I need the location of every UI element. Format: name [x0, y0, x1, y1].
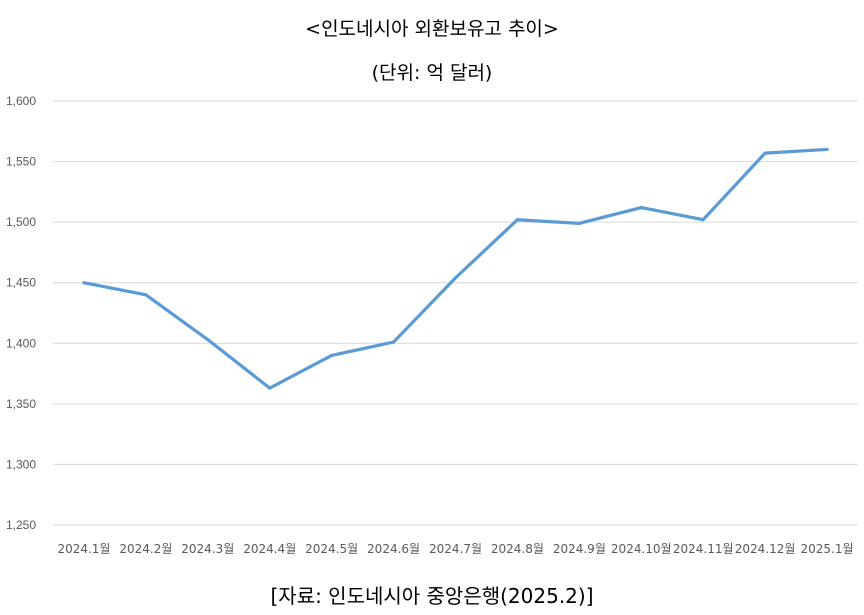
- y-tick-label: 1,550: [6, 155, 36, 169]
- y-tick-label: 1,400: [6, 336, 36, 350]
- data-point: [763, 151, 767, 155]
- x-tick-label: 2024.4월: [243, 542, 296, 556]
- y-tick-label: 1,300: [6, 457, 36, 471]
- data-point: [515, 218, 520, 222]
- x-tick-label: 2024.6월: [367, 542, 420, 556]
- x-tick-label: 2024.1월: [57, 542, 110, 556]
- x-tick-label: 2024.11월: [673, 542, 734, 556]
- data-point: [825, 147, 829, 152]
- data-point: [577, 221, 581, 225]
- chart-subtitle: (단위: 억 달러): [371, 62, 493, 84]
- data-point: [391, 340, 396, 344]
- x-tick-label: 2024.8월: [491, 542, 544, 556]
- y-tick-label: 1,500: [6, 215, 36, 229]
- data-point: [639, 206, 643, 210]
- y-tick-label: 1,450: [6, 276, 36, 290]
- data-point: [701, 218, 705, 222]
- x-tick-label: 2024.9월: [553, 542, 606, 556]
- x-tick-label: 2024.12월: [735, 542, 796, 556]
- data-point: [82, 281, 86, 285]
- chart-title: <인도네시아 외환보유고 추이>: [305, 18, 559, 40]
- x-tick-label: 2024.10월: [611, 542, 672, 556]
- x-tick-label: 2024.7월: [429, 542, 482, 556]
- y-tick-label: 1,250: [6, 518, 36, 532]
- source-note: [자료: 인도네시아 중앙은행(2025.2)]: [270, 584, 594, 608]
- y-tick-label: 1,350: [6, 397, 36, 411]
- data-point: [330, 353, 334, 357]
- data-point: [453, 276, 458, 280]
- series-line: [82, 147, 829, 390]
- x-tick-label: 2024.5월: [305, 542, 358, 556]
- x-tick-label: 2024.2월: [119, 542, 172, 556]
- x-tick-label: 2024.3월: [181, 542, 234, 556]
- data-point: [144, 293, 148, 297]
- x-tick-label: 2025.1월: [801, 542, 854, 556]
- data-point: [268, 386, 272, 390]
- y-tick-label: 1,600: [6, 94, 36, 108]
- data-point: [206, 338, 210, 342]
